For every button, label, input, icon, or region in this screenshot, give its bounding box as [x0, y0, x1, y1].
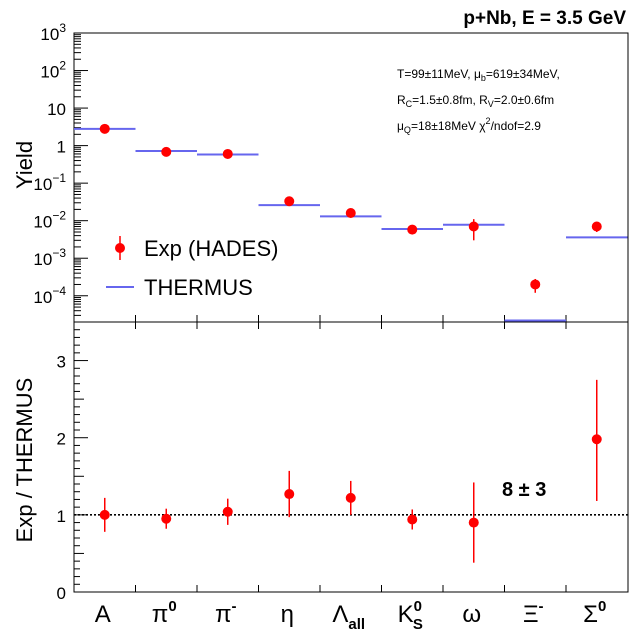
exp-point — [468, 221, 479, 232]
ratio-point — [99, 509, 110, 520]
top-y-axis-label: Yield — [12, 141, 37, 189]
x-tick-label: η — [281, 601, 294, 628]
top-y-tick-label: 10 — [47, 100, 66, 119]
bottom-y-tick-label: 0 — [57, 584, 66, 603]
ratio-point — [345, 492, 356, 503]
fit-params-line-3: μQ=18±18MeV χ2/ndof=2.9 — [397, 116, 541, 135]
top-y-tick-label: 10−2 — [33, 209, 66, 232]
exp-point — [530, 279, 541, 290]
exp-point — [345, 208, 356, 219]
bottom-y-ticks: 0 1 2 3 — [57, 321, 88, 603]
top-y-tick-label: 10−4 — [33, 284, 66, 307]
exp-point — [591, 221, 602, 232]
legend-exp-marker — [115, 243, 125, 253]
top-y-tick-label: 103 — [40, 21, 66, 44]
chart-title: p+Nb, E = 3.5 GeV — [463, 8, 626, 29]
bottom-y-tick-label: 2 — [57, 430, 66, 449]
legend-exp-label: Exp (HADES) — [144, 236, 278, 261]
ratio-series — [99, 379, 602, 563]
ratio-point — [468, 517, 479, 528]
exp-point — [161, 146, 172, 157]
exp-point — [284, 196, 295, 207]
x-tick-label: ω — [462, 601, 481, 628]
x-ticks — [135, 315, 567, 592]
fit-params-line-2: RC=1.5±0.8fm, RV=2.0±0.6fm — [397, 93, 554, 109]
top-y-tick-label: 1 — [57, 138, 66, 157]
exp-hades-series — [99, 123, 602, 293]
ratio-annotation: 8 ± 3 — [502, 479, 546, 501]
top-y-tick-label: 10−1 — [33, 171, 66, 194]
x-tick-label: A — [95, 601, 111, 628]
legend-thermus-label: THERMUS — [144, 275, 253, 300]
x-tick-label: π0 — [152, 598, 177, 628]
legend: Exp (HADES) THERMUS — [106, 236, 278, 300]
ratio-point — [161, 513, 172, 524]
ratio-point — [407, 514, 418, 525]
ratio-point — [222, 506, 233, 517]
x-tick-label: K0 S — [398, 598, 423, 633]
fit-parameters: T=99±11MeV, μb=619±34MeV, RC=1.5±0.8fm, … — [397, 67, 560, 135]
x-tick-label: Λall — [332, 601, 365, 633]
top-y-tick-label: 10−3 — [33, 246, 66, 269]
exp-point — [99, 123, 110, 134]
ratio-point — [284, 489, 295, 500]
x-tick-label: Σ0 — [583, 598, 606, 628]
top-y-tick-label: 102 — [40, 59, 66, 82]
bottom-y-tick-label: 3 — [57, 353, 66, 372]
x-tick-label: π- — [215, 598, 237, 628]
x-tick-label: Ξ- — [523, 598, 544, 628]
ratio-point — [591, 434, 602, 445]
bottom-panel-frame — [73, 321, 629, 593]
bottom-y-axis-label: Exp / THERMUS — [12, 378, 37, 543]
exp-point — [222, 148, 233, 159]
exp-point — [407, 224, 418, 235]
bottom-y-tick-label: 1 — [57, 507, 66, 526]
fit-params-line-1: T=99±11MeV, μb=619±34MeV, — [397, 67, 560, 83]
